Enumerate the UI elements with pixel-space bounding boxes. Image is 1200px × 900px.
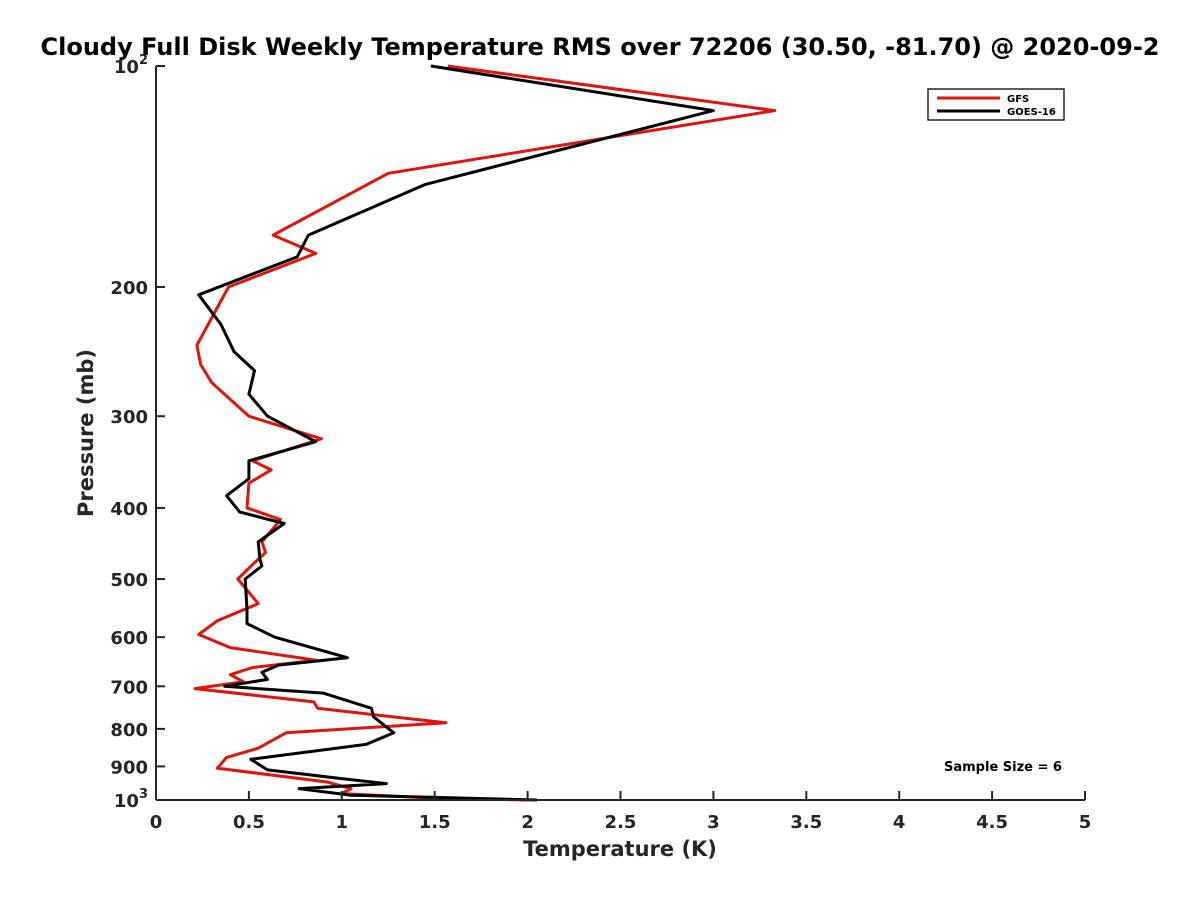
y-tick-label: 300 [110,407,148,428]
plot-area [193,64,777,802]
y-tick-label-base: 10 [114,791,139,812]
series-line-goes-16 [197,64,715,802]
x-tick-label: 0.5 [233,812,265,833]
y-tick-label: 600 [110,628,148,649]
y-tick-label-base: 10 [114,57,139,78]
chart-title: Cloudy Full Disk Weekly Temperature RMS … [41,33,1160,61]
y-tick-label-exponent: 3 [139,787,148,802]
y-axis-label: Pressure (mb) [74,349,98,517]
y-tick-label: 500 [110,570,148,591]
y-tick-label: 900 [110,757,148,778]
x-tick-label: 5 [1079,812,1092,833]
x-tick-label: 2.5 [605,812,637,833]
x-tick-label: 2 [521,812,534,833]
legend-entry-label: GOES-16 [1007,107,1056,118]
y-tick-label: 700 [110,677,148,698]
legend-box [927,88,1065,121]
y-tick-label: 103 [114,787,148,812]
legend-entry-label: GFS [1007,94,1029,105]
x-tick-label: 4.5 [976,812,1008,833]
y-tick-label: 400 [110,499,148,520]
x-axis-label: Temperature (K) [523,837,717,861]
series-line-gfs [193,64,777,802]
x-tick-label: 4 [893,812,906,833]
x-tick-label: 0 [150,812,163,833]
x-tick-label: 3.5 [790,812,822,833]
x-tick-label: 1.5 [419,812,451,833]
legend: GFS GOES-16 [927,88,1065,121]
y-tick-label: 102 [114,53,148,78]
axes: 0 0.5 1 1.5 2 2.5 3 3.5 4 4.5 51022003004005006007… [110,53,1091,833]
y-tick-label: 200 [110,278,148,299]
x-tick-label: 1 [336,812,349,833]
y-tick-label-exponent: 2 [139,53,148,68]
y-tick-label: 800 [110,720,148,741]
x-tick-label: 3 [707,812,720,833]
sample-size-annotation: Sample Size = 6 [944,760,1062,775]
